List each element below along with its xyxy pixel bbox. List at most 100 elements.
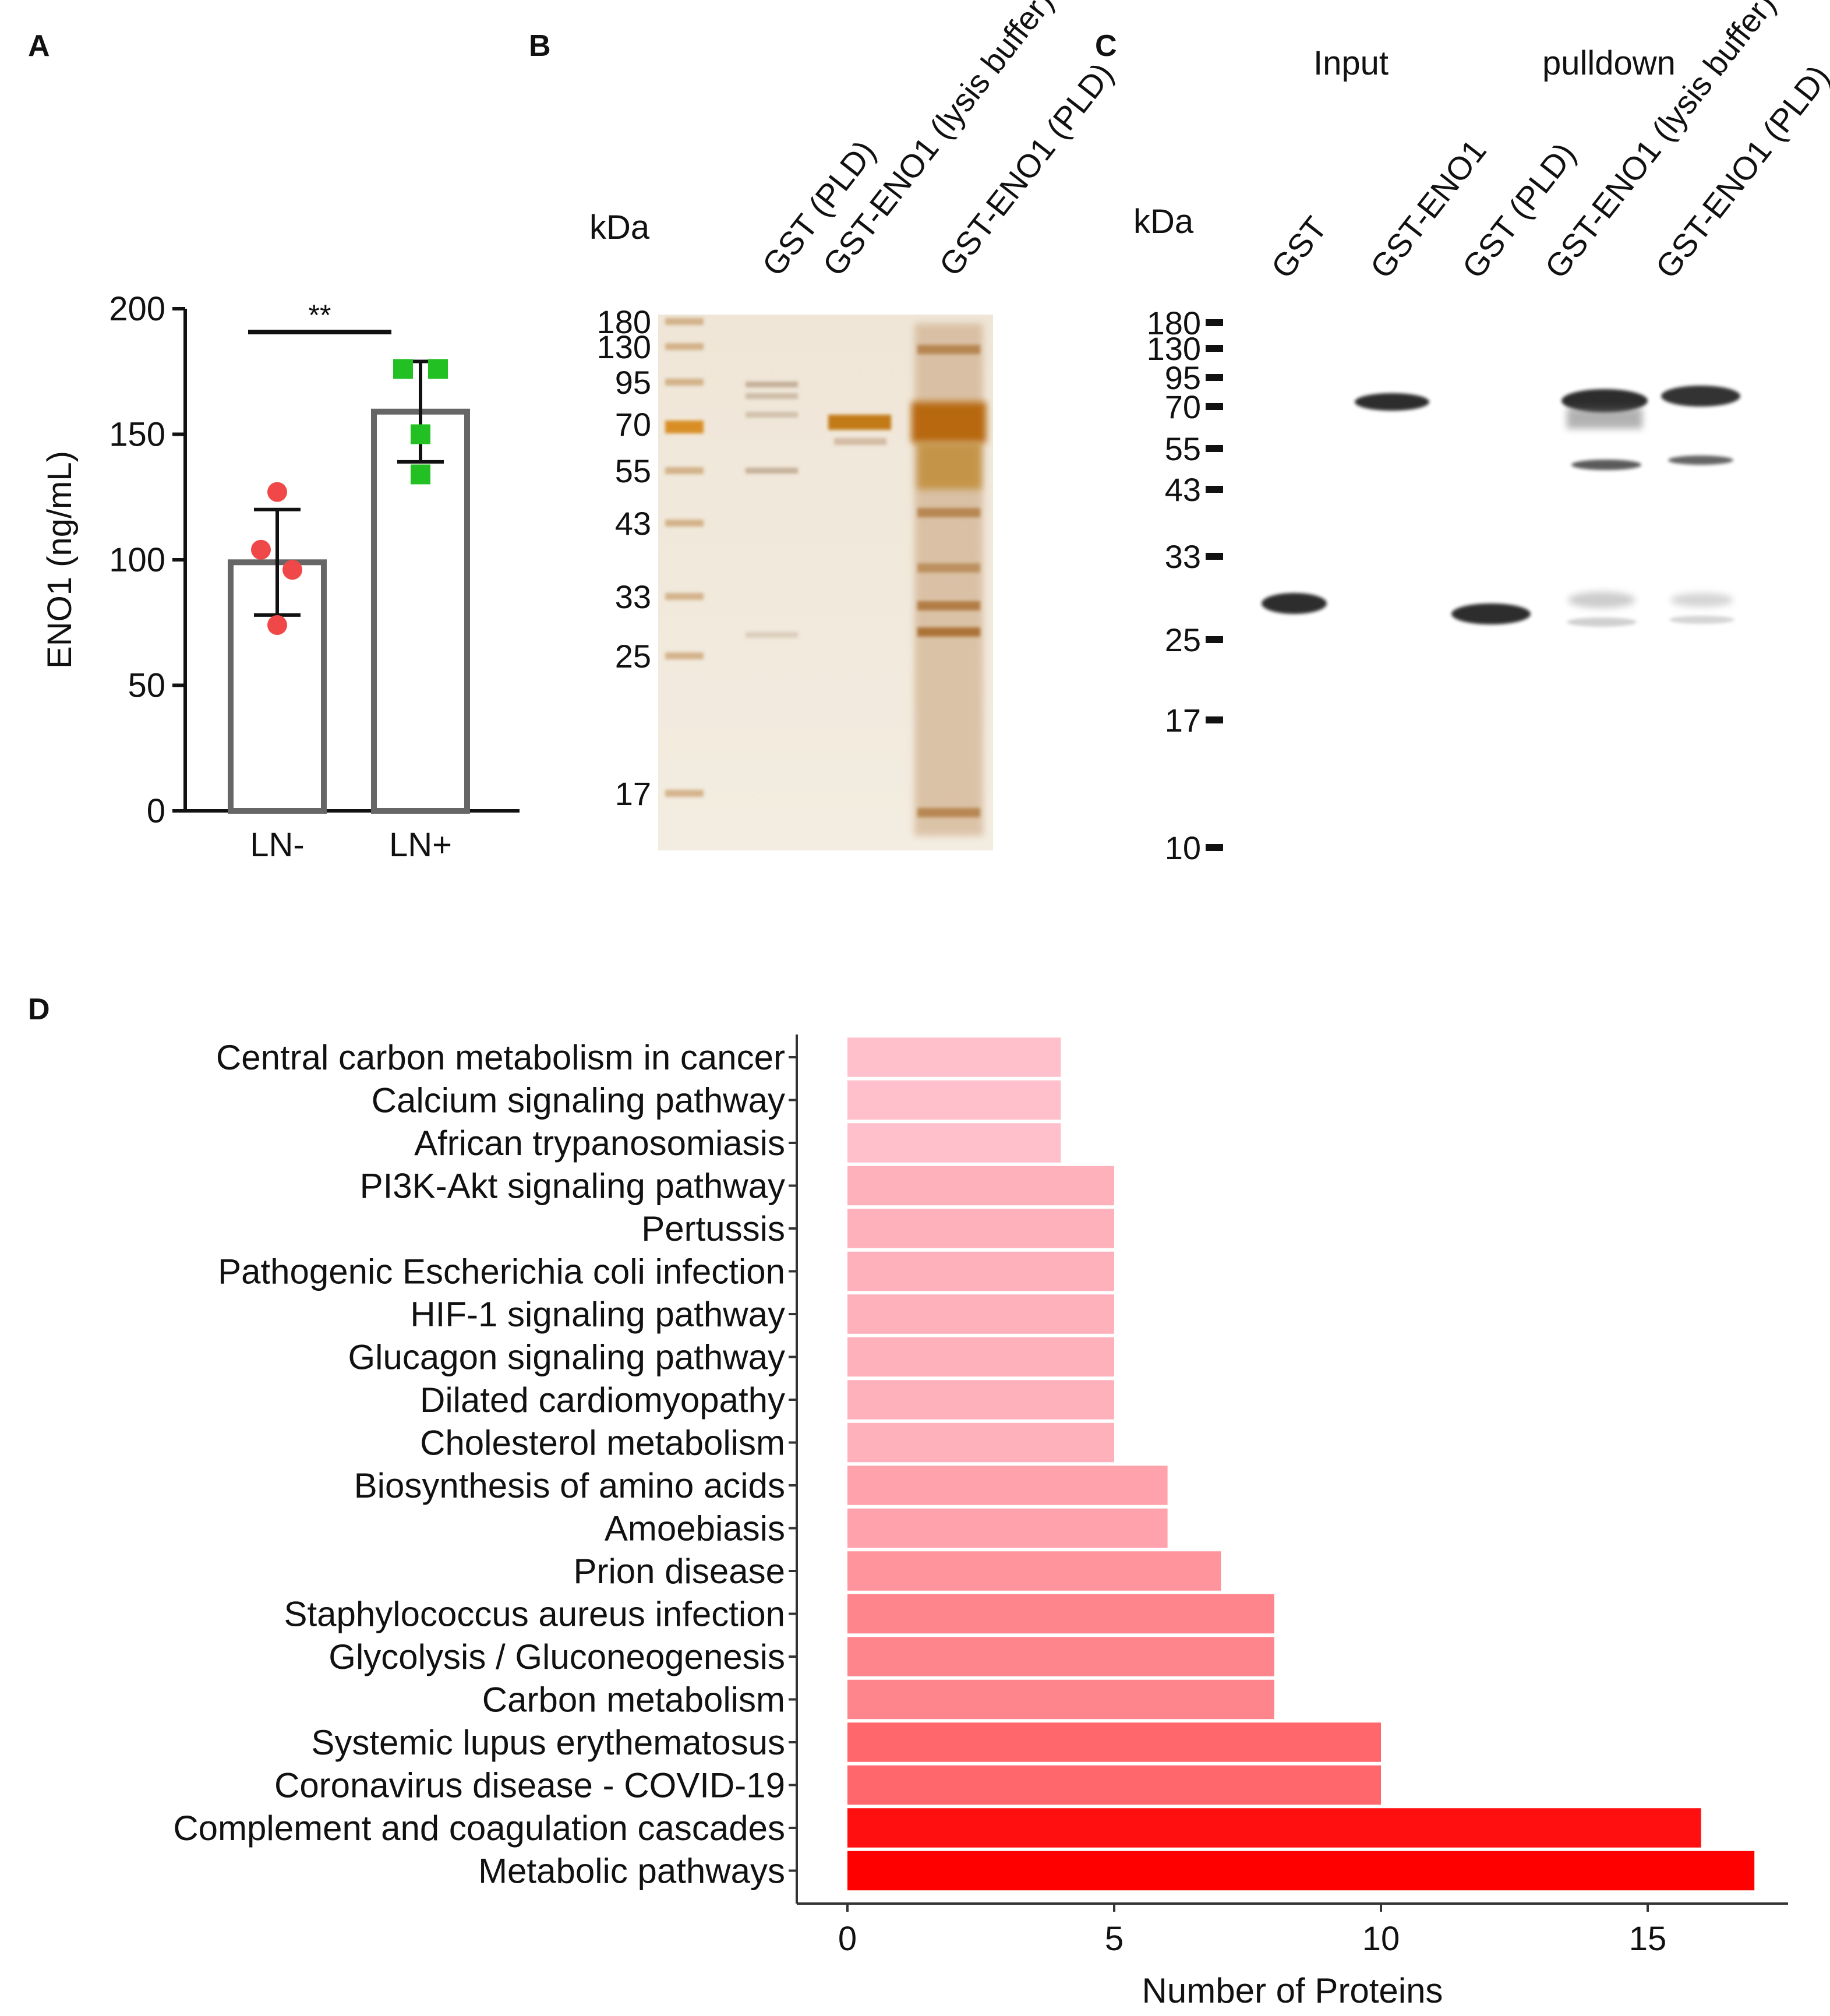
y-tick-label: Glucagon signaling pathway [348, 1338, 786, 1377]
gel-band [917, 627, 980, 637]
panel-letter-d: D [28, 993, 50, 1026]
blot-c-marker-tick [1206, 486, 1223, 493]
bar [847, 1123, 1061, 1163]
y-tick-label: Coronavirus disease - COVID-19 [274, 1766, 785, 1805]
bar [847, 1080, 1061, 1120]
blot-c-marker-label: 180 [1147, 305, 1201, 341]
gel-band [665, 520, 704, 527]
blot-c-marker-tick [1206, 445, 1223, 452]
gel-b-kda-label: kDa [589, 209, 650, 246]
gel-band [665, 467, 704, 474]
gel-b-marker-label: 95 [615, 364, 651, 401]
gel-band [665, 652, 704, 659]
y-tick-label: HIF-1 signaling pathway [410, 1295, 785, 1334]
gel-band [746, 468, 798, 474]
gel-band [665, 790, 704, 797]
data-point [411, 464, 430, 485]
gel-band [828, 415, 891, 430]
y-tick-label: 50 [128, 667, 165, 705]
bar [847, 1508, 1168, 1548]
x-tick-label: LN- [250, 826, 304, 864]
gel-band [746, 412, 798, 418]
data-point [267, 482, 287, 502]
data-point [393, 359, 413, 379]
blot-c-marker-tick [1206, 403, 1223, 410]
bar [847, 1294, 1114, 1334]
gel-band [917, 563, 980, 573]
panel-letter-a: A [28, 29, 50, 63]
gel-band [746, 393, 798, 399]
blot-c-marker-label: 95 [1165, 359, 1201, 396]
x-axis-label: Number of Proteins [1142, 1971, 1443, 2010]
data-point [282, 560, 302, 580]
blot-band [1661, 386, 1740, 407]
blot-c-marker-tick [1206, 553, 1223, 560]
bar [847, 1637, 1274, 1676]
y-tick-label: 0 [147, 792, 165, 830]
gel-band [917, 443, 981, 489]
bar [847, 1808, 1701, 1848]
gel-b-marker-label: 17 [615, 775, 651, 812]
blot-band [1451, 603, 1531, 624]
blot-c-lane-label: GST [1264, 210, 1334, 285]
blot-c-kda-label: kDa [1133, 203, 1194, 241]
blot-c-marker-label: 43 [1165, 471, 1201, 508]
panel-letter-c: C [1095, 29, 1117, 63]
y-tick-label: Amoebiasis [605, 1509, 785, 1548]
blot-c-marker-tick [1206, 345, 1223, 352]
gel-band [665, 343, 704, 350]
y-tick-label: African trypanosomiasis [414, 1124, 785, 1163]
blot-c-marker-label: 70 [1165, 389, 1201, 425]
y-tick-label: 200 [109, 290, 165, 328]
bar [847, 1851, 1755, 1891]
gel-b-marker-label: 180 [597, 303, 651, 340]
gel-band [665, 318, 704, 325]
gel-b-marker-label: 43 [615, 505, 651, 542]
panel-b-gel: kDa GST (PLD)GST-ENO1 (lysis buffer)GST-… [589, 0, 1120, 850]
blot-band [1567, 408, 1642, 429]
bar [847, 1380, 1114, 1420]
blot-band [1355, 393, 1429, 411]
gel-b-bands [665, 318, 986, 836]
y-tick-label: Prion disease [573, 1552, 785, 1591]
blot-band [1669, 616, 1734, 624]
blot-c-marker-label: 33 [1165, 538, 1201, 575]
blot-band [1670, 593, 1733, 607]
blot-band [1567, 617, 1637, 627]
blot-band [1668, 456, 1733, 465]
y-tick-label: Dilated cardiomyopathy [420, 1381, 785, 1420]
gel-band [914, 323, 983, 836]
y-tick-label: Carbon metabolism [482, 1680, 785, 1720]
gel-band [665, 379, 704, 386]
gel-b-marker-label: 70 [615, 406, 651, 443]
bar [847, 1166, 1114, 1206]
chart-a: 0 50 100 150 200 ENO1 (ng/mL) LN- LN+ ** [41, 290, 520, 864]
gel-b-marker-label: 33 [615, 578, 651, 615]
data-point [267, 615, 287, 635]
y-tick-label: Biosynthesis of amino acids [354, 1466, 785, 1505]
x-tick-label: LN+ [389, 826, 452, 864]
blot-c-marker-tick [1206, 319, 1223, 326]
bar [847, 1722, 1381, 1762]
gel-band [665, 593, 704, 600]
blot-band [1262, 593, 1327, 614]
bar [847, 1551, 1221, 1591]
blot-c-group-pulldown: pulldown [1542, 44, 1676, 82]
y-tick-label: Metabolic pathways [478, 1852, 785, 1891]
x-tick-label: 5 [1105, 1920, 1124, 1958]
blot-c-marker-label: 25 [1165, 622, 1201, 658]
bar [847, 1251, 1114, 1291]
gel-band [912, 402, 986, 443]
bar [847, 1209, 1114, 1248]
y-tick-label: Central carbon metabolism in cancer [216, 1038, 785, 1077]
significance-label: ** [309, 299, 331, 331]
bar [847, 1337, 1114, 1377]
gel-band [746, 632, 798, 638]
y-tick-label: Systemic lupus erythematosus [311, 1723, 785, 1762]
bar [847, 1037, 1061, 1077]
blot-band [1561, 389, 1648, 412]
x-tick-label: 10 [1362, 1920, 1400, 1958]
